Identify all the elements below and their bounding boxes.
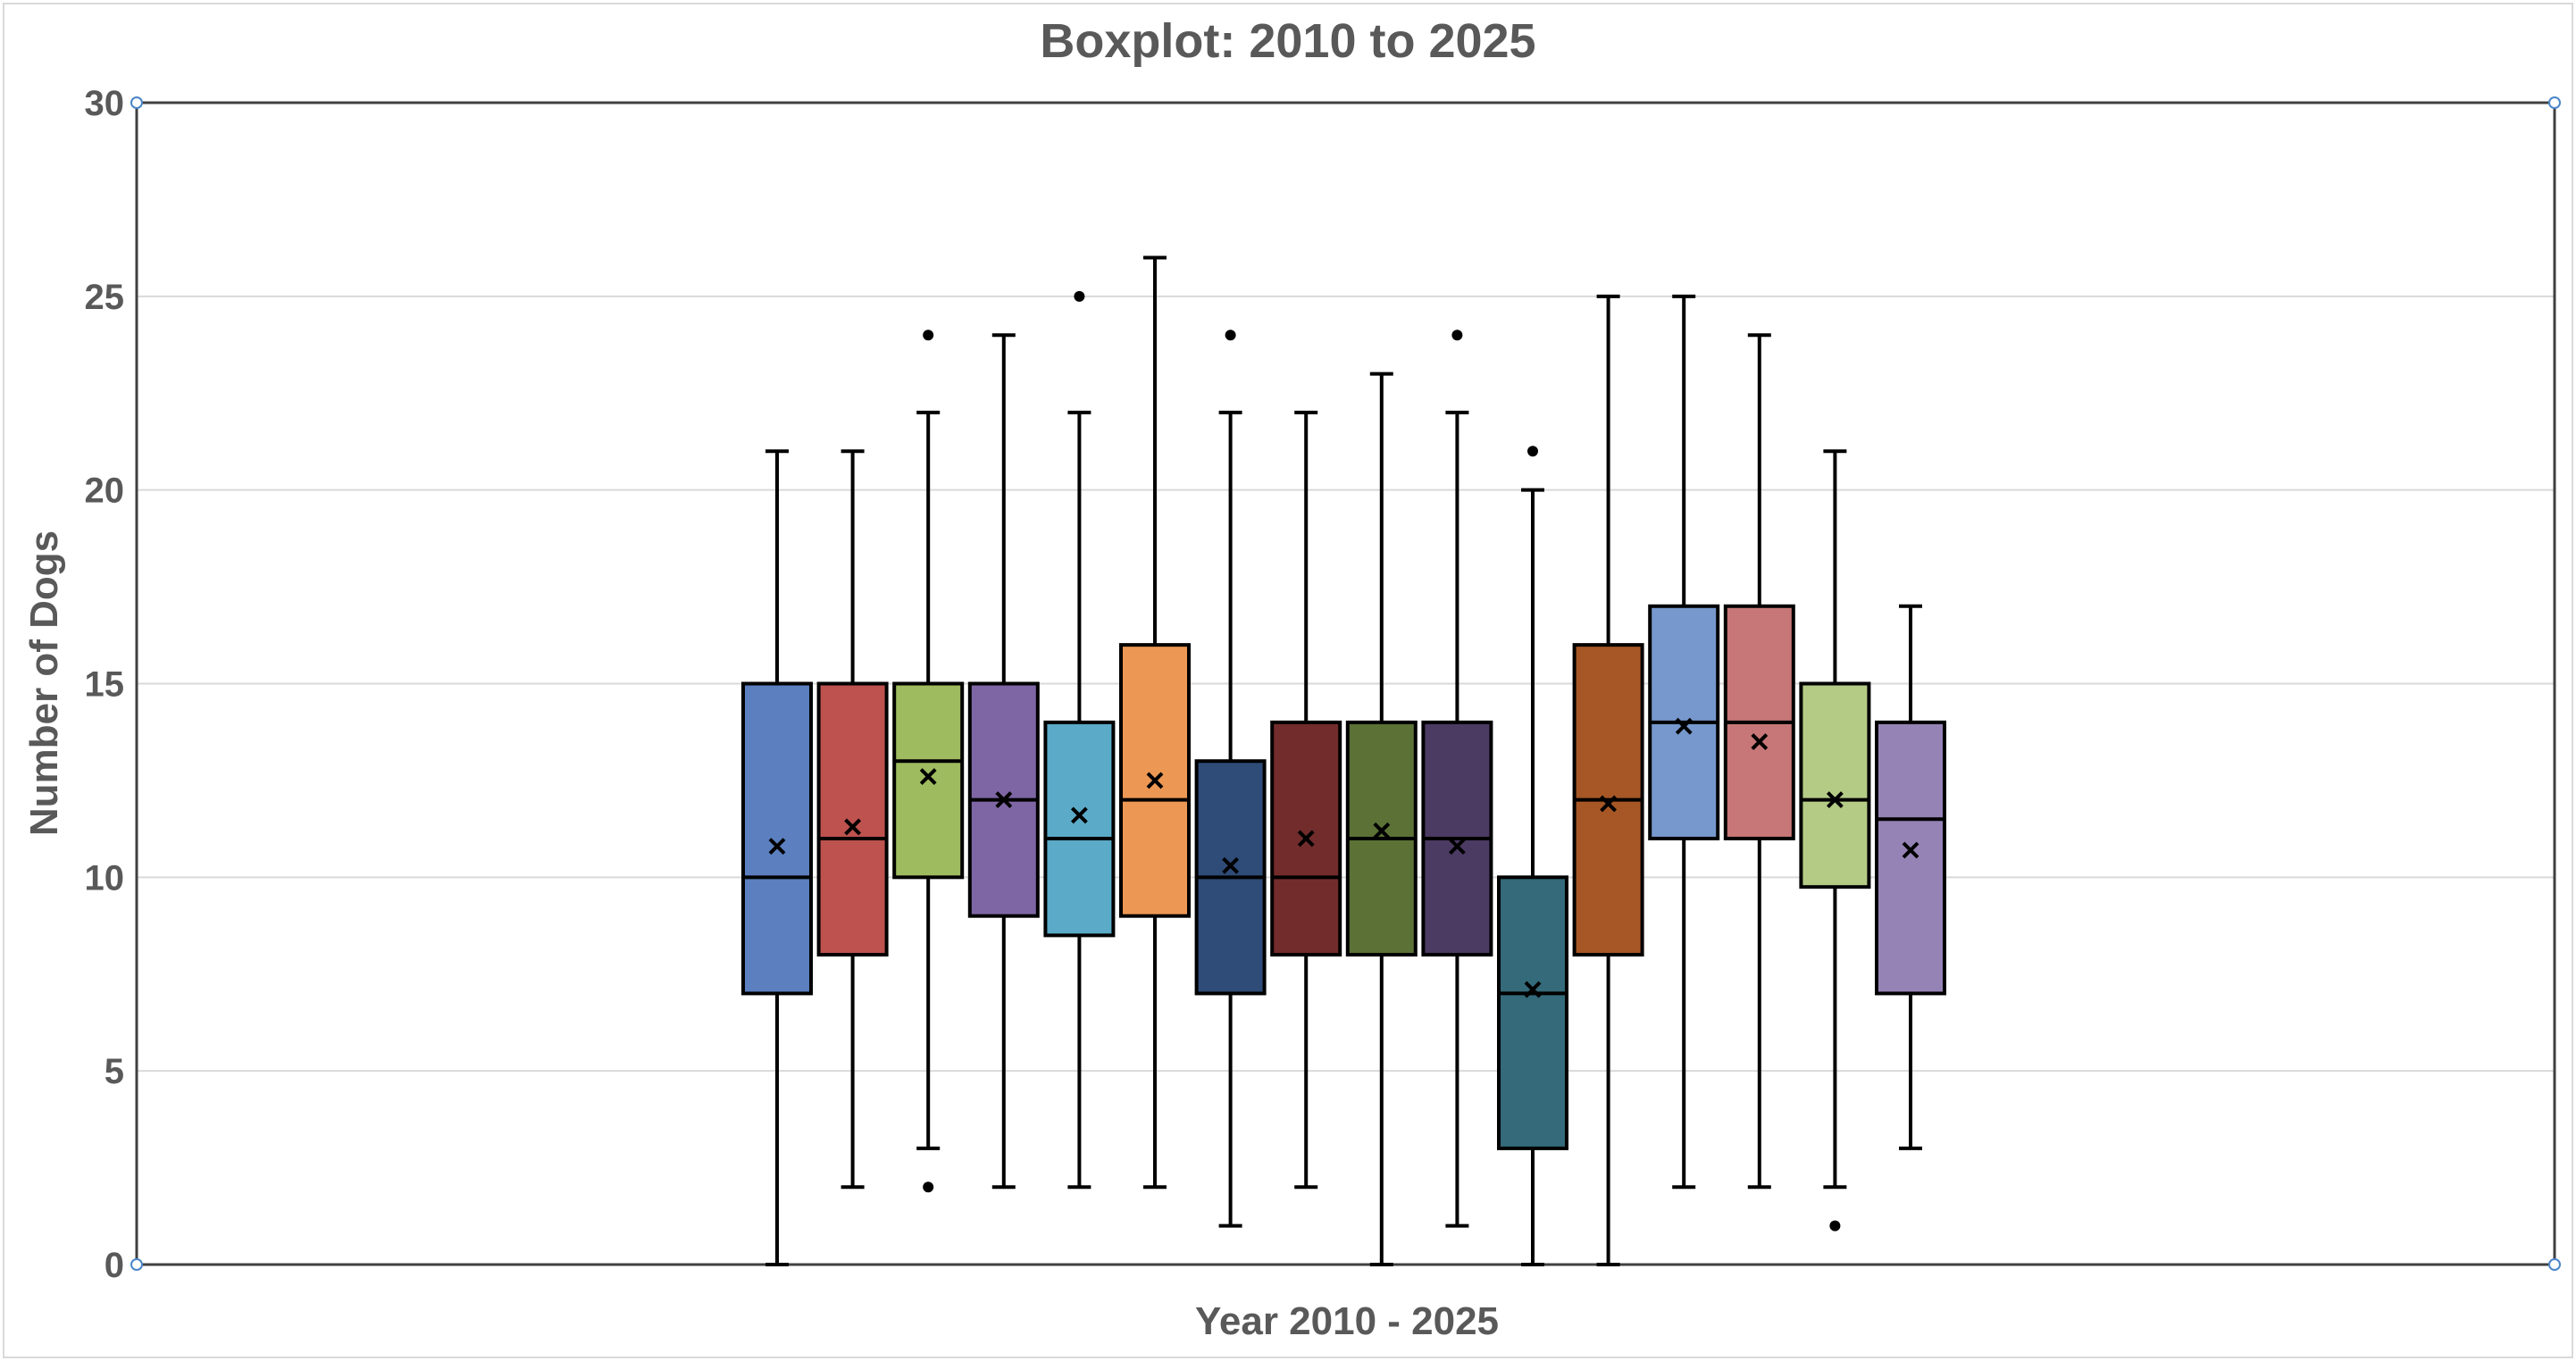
mean-marker (995, 791, 1013, 809)
plot-area-border[interactable] (135, 101, 2556, 1266)
outlier-point (1225, 330, 1236, 341)
box-group (1119, 255, 1191, 1190)
y-tick-label: 30 (85, 84, 125, 123)
mean-marker (1600, 795, 1618, 813)
mean-marker (1146, 772, 1164, 789)
resize-handle[interactable] (130, 96, 143, 109)
box-group (1270, 410, 1342, 1190)
chart-title: Boxplot: 2010 to 2025 (1040, 14, 1535, 68)
box (1043, 720, 1116, 938)
mean-marker (1222, 856, 1240, 874)
outlier-point (1829, 1220, 1841, 1232)
mean-marker (1297, 830, 1315, 847)
mean-marker (1373, 822, 1391, 839)
resize-handle[interactable] (2548, 96, 2561, 109)
box (1875, 720, 1946, 996)
box-group (892, 330, 965, 1193)
mean-marker (1448, 838, 1466, 856)
y-tick-label: 5 (105, 1052, 124, 1091)
outlier-point (1074, 290, 1085, 302)
outlier-point (1527, 446, 1538, 457)
box-group (967, 333, 1040, 1190)
resize-handle[interactable] (130, 1258, 143, 1271)
box-group (1648, 294, 1720, 1190)
mean-marker (768, 838, 786, 856)
y-tick-label: 10 (85, 858, 125, 898)
y-axis-ticks: 0 5 10 15 20 25 30 (85, 84, 125, 1285)
box-group (1421, 330, 1493, 1228)
outlier-point (923, 330, 934, 341)
y-tick-label: 25 (85, 278, 125, 317)
mean-marker (1826, 791, 1844, 809)
resize-handle[interactable] (2548, 1258, 2561, 1271)
box (892, 681, 965, 880)
box (1799, 681, 1871, 889)
mean-marker (1070, 806, 1088, 824)
mean-marker (919, 768, 937, 785)
y-tick-label: 0 (105, 1246, 124, 1285)
y-tick-label: 15 (85, 665, 125, 705)
mean-marker (1675, 717, 1693, 735)
box-group (1194, 330, 1267, 1228)
box-group (816, 449, 889, 1190)
y-axis-label: Number of Dogs (22, 530, 66, 836)
y-tick-label: 20 (85, 472, 125, 511)
chart-area-border (3, 3, 2573, 1358)
box-group (1572, 294, 1644, 1266)
box-group (1345, 372, 1418, 1266)
box (1497, 875, 1568, 1150)
mean-marker (844, 818, 862, 836)
mean-marker (1524, 981, 1542, 998)
outlier-point (923, 1181, 934, 1193)
mean-marker (1751, 733, 1769, 750)
box-group (1875, 604, 1946, 1150)
box-group (1043, 290, 1116, 1190)
box-series (741, 255, 1946, 1266)
box (816, 681, 889, 957)
selection-handles[interactable] (130, 96, 2561, 1271)
box-group (1723, 333, 1795, 1190)
outlier-point (1451, 330, 1463, 341)
box-group (1799, 449, 1871, 1232)
box-group (1497, 446, 1568, 1266)
x-axis-label: Year 2010 - 2025 (1195, 1299, 1499, 1343)
box-group (741, 449, 813, 1266)
mean-marker (1902, 841, 1919, 859)
box (741, 681, 813, 996)
